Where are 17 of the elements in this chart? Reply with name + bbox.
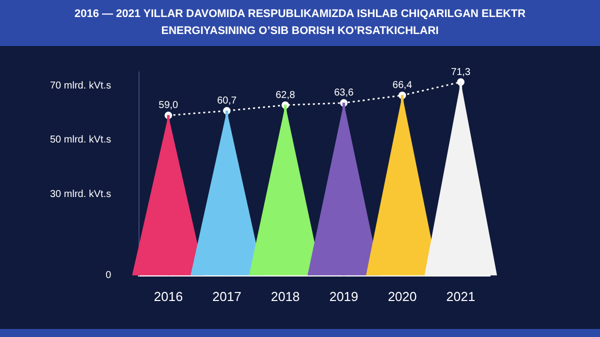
data-label: 62,8 — [276, 90, 296, 101]
x-tick-label: 2019 — [329, 288, 358, 304]
data-label: 60,7 — [217, 96, 238, 107]
x-tick-label: 2018 — [270, 288, 300, 304]
x-tick-label: 2017 — [212, 288, 242, 304]
x-tick-label: 2016 — [154, 288, 183, 304]
data-label: 63,6 — [334, 88, 354, 99]
y-tick-label: 0 — [106, 270, 112, 282]
y-tick-label: 70 mlrd. kVt.s — [50, 80, 112, 92]
chart-title: 2016 — 2021 YILLAR DAVOMIDA RESPUBLIKAMIZDA ISHLAB CHIQARILGAN ELEKTR ENERGIYASINING O’SIB BORISH KO’RSATKICHLARI — [0, 0, 600, 46]
data-label: 71,3 — [451, 66, 471, 78]
x-tick-label: 2021 — [446, 288, 476, 304]
y-tick-label: 50 mlrd. kVt.s — [50, 134, 112, 146]
x-tick-label: 2020 — [388, 288, 417, 304]
y-tick-label: 30 mlrd. kVt.s — [50, 188, 112, 200]
data-label: 59,0 — [158, 100, 179, 112]
data-label: 66,4 — [392, 80, 412, 92]
